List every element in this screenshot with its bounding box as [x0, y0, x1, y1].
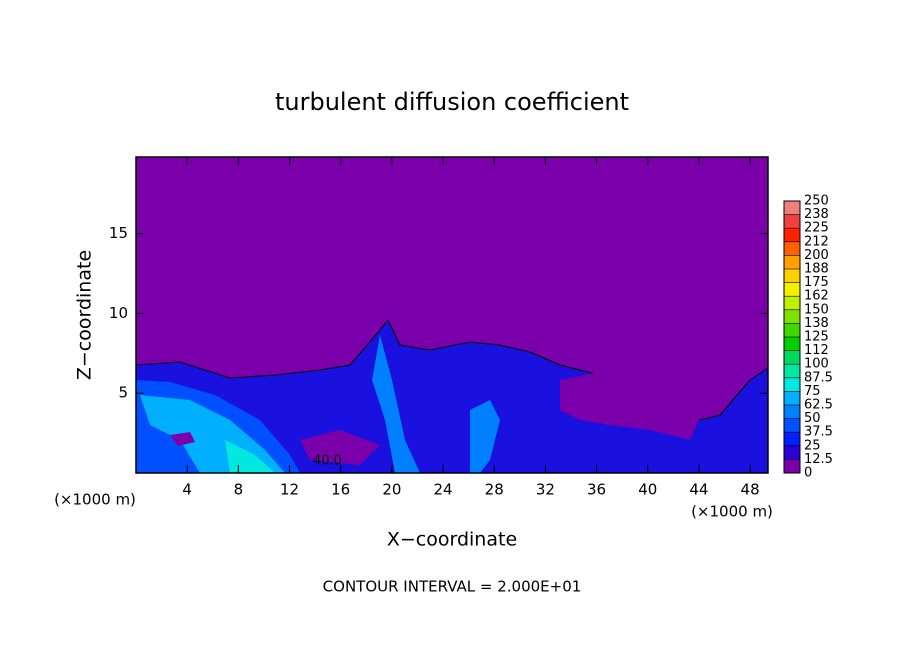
colorbar-label: 150 — [804, 302, 829, 317]
y-tick-label: 5 — [118, 384, 128, 402]
colorbar-band — [784, 445, 800, 460]
x-tick-label: 48 — [741, 481, 760, 499]
y-axis-label: Z−coordinate — [74, 250, 96, 380]
colorbar-band — [784, 282, 800, 297]
colorbar-band — [784, 323, 800, 337]
colorbar-label: 0 — [804, 466, 812, 481]
field-region — [300, 430, 380, 465]
colorbar-label: 25 — [804, 438, 821, 453]
colorbar-label: 100 — [804, 357, 829, 372]
colorbar-label: 225 — [804, 221, 829, 236]
field: 40.0 — [135, 157, 769, 474]
colorbar-label: 175 — [804, 275, 829, 290]
colorbar-label: 112 — [804, 343, 829, 358]
field-region — [372, 335, 420, 473]
plot-frame — [135, 156, 769, 474]
colorbar-label: 138 — [804, 316, 829, 331]
field-region — [560, 372, 700, 440]
colorbar-label: 162 — [804, 289, 829, 304]
field-region — [135, 319, 769, 474]
colorbar-label: 250 — [804, 194, 829, 209]
x-tick-label: 44 — [689, 481, 708, 499]
x-tick-label: 16 — [331, 481, 350, 499]
x-unit-label: (×1000 m) — [54, 491, 136, 509]
field-region — [225, 440, 275, 473]
x-tick-label: 20 — [382, 481, 401, 499]
colorbar-label: 125 — [804, 330, 829, 345]
colorbar-band — [784, 241, 800, 256]
colorbar-band — [784, 214, 800, 229]
colorbar-label: 75 — [804, 384, 821, 399]
field-region — [170, 432, 195, 446]
colorbar-band — [784, 405, 800, 419]
colorbar-band — [784, 228, 800, 242]
colorbar-band — [784, 350, 800, 365]
field-region — [470, 400, 500, 473]
colorbar-band — [784, 269, 800, 283]
colorbar-band — [784, 391, 800, 405]
colorbar-label: 212 — [804, 234, 829, 249]
colorbar-band — [784, 377, 800, 392]
colorbar-band — [784, 201, 800, 215]
colorbar-band — [784, 418, 800, 433]
footer-note: CONTOUR INTERVAL = 2.000E+01 — [323, 578, 582, 596]
colorbar-label: 87.5 — [804, 370, 833, 385]
colorbar-band — [784, 309, 800, 324]
y-tick-label: 15 — [109, 224, 128, 242]
colorbar-band — [784, 337, 800, 351]
colorbar-label: 37.5 — [804, 425, 833, 440]
colorbar-label: 62.5 — [804, 398, 833, 413]
colorbar-band — [784, 459, 800, 473]
x-tick-label: 28 — [485, 481, 504, 499]
colorbar-band — [784, 255, 800, 269]
colorbar-band — [784, 432, 800, 446]
colorbar-band — [784, 364, 800, 378]
x-tick-label: 32 — [536, 481, 555, 499]
x-tick-label: 40 — [638, 481, 657, 499]
x-tick-label: 4 — [182, 481, 192, 499]
x-tick-label: 8 — [234, 481, 244, 499]
colorbar-label: 12.5 — [804, 452, 833, 467]
x-unit-label: (×1000 m) — [691, 503, 773, 521]
colorbar-label: 200 — [804, 248, 829, 263]
x-axis-label: X−coordinate — [387, 529, 517, 551]
y-tick-label: 10 — [109, 304, 128, 322]
colorbar-label: 238 — [804, 207, 829, 222]
chart-title: turbulent diffusion coefficient — [275, 88, 629, 116]
x-tick-label: 36 — [587, 481, 606, 499]
x-tick-label: 24 — [433, 481, 452, 499]
colorbar-band — [784, 296, 800, 310]
contour-label: 40.0 — [313, 454, 342, 469]
colorbar-label: 50 — [804, 411, 821, 426]
colorbar-label: 188 — [804, 262, 829, 277]
x-tick-label: 12 — [280, 481, 299, 499]
